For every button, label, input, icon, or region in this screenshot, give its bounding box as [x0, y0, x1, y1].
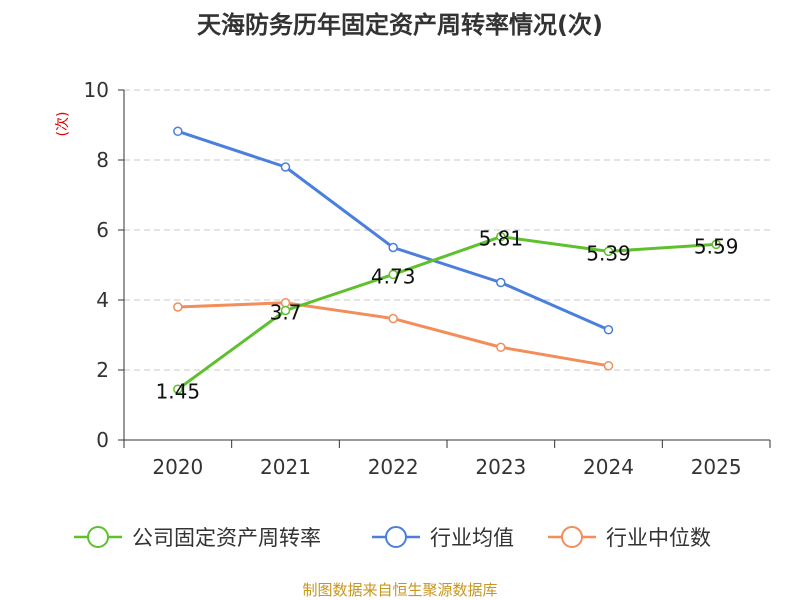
legend-label: 行业中位数 — [606, 526, 711, 550]
data-point[interactable] — [603, 325, 614, 335]
data-point[interactable] — [280, 305, 291, 316]
y-tick-label: 2 — [96, 358, 109, 382]
data-labels: 1.45 3.7 4.73 5.81 5.39 5.59 — [156, 227, 739, 404]
y-axis-label: (次) — [55, 112, 71, 137]
data-point[interactable] — [280, 162, 291, 172]
series-lines — [173, 126, 721, 394]
data-point[interactable] — [711, 239, 721, 250]
data-point[interactable] — [173, 126, 183, 137]
data-point[interactable] — [496, 342, 506, 352]
legend[interactable]: 公司固定资产周转率 行业均值 行业中位数 — [74, 526, 711, 550]
data-point[interactable] — [388, 313, 398, 324]
source-note: 制图数据来自恒生聚源数据库 — [302, 581, 497, 599]
x-tick-label: 2023 — [475, 455, 526, 479]
data-label: 4.73 — [371, 264, 416, 288]
y-tick-labels: 0 2 4 6 8 10 — [84, 78, 124, 452]
legend-item-2[interactable]: 行业中位数 — [548, 526, 711, 550]
data-point[interactable] — [388, 269, 398, 280]
data-point[interactable] — [603, 361, 614, 371]
x-tick-labels: 2020 2021 2022 2023 2024 2025 — [123, 440, 771, 479]
y-tick-label: 6 — [96, 218, 109, 242]
data-label: 5.39 — [586, 241, 631, 265]
data-point[interactable] — [388, 242, 398, 253]
legend-marker — [561, 526, 583, 548]
data-point[interactable] — [496, 277, 506, 288]
series-line-2 — [177, 301, 609, 368]
x-tick-label: 2022 — [368, 455, 419, 479]
legend-label: 行业均值 — [430, 526, 514, 550]
data-point[interactable] — [173, 302, 183, 312]
data-label: 5.59 — [694, 234, 739, 258]
legend-item-1[interactable]: 行业均值 — [372, 526, 514, 550]
legend-label: 公司固定资产周转率 — [132, 526, 321, 550]
series-line-1 — [177, 129, 610, 332]
chart-title: 天海防务历年固定资产周转率情况(次) — [197, 11, 603, 39]
data-point[interactable] — [496, 231, 506, 242]
series-line-0 — [176, 235, 717, 391]
x-tick-label: 2021 — [260, 455, 311, 479]
data-label: 5.81 — [479, 227, 524, 251]
x-tick-label: 2024 — [583, 455, 634, 479]
y-tick-label: 8 — [96, 148, 109, 172]
data-point[interactable] — [173, 384, 183, 394]
legend-item-0[interactable]: 公司固定资产周转率 — [74, 526, 321, 550]
data-label: 3.7 — [270, 301, 302, 325]
data-label: 1.45 — [156, 379, 201, 403]
data-point[interactable] — [603, 246, 614, 257]
legend-marker — [385, 526, 407, 548]
legend-marker — [87, 526, 109, 548]
y-tick-label: 10 — [84, 78, 109, 102]
x-tick-label: 2020 — [152, 455, 203, 479]
y-tick-label: 0 — [96, 428, 109, 452]
y-tick-label: 4 — [96, 288, 109, 312]
gridlines — [124, 89, 770, 371]
x-tick-label: 2025 — [691, 455, 742, 479]
